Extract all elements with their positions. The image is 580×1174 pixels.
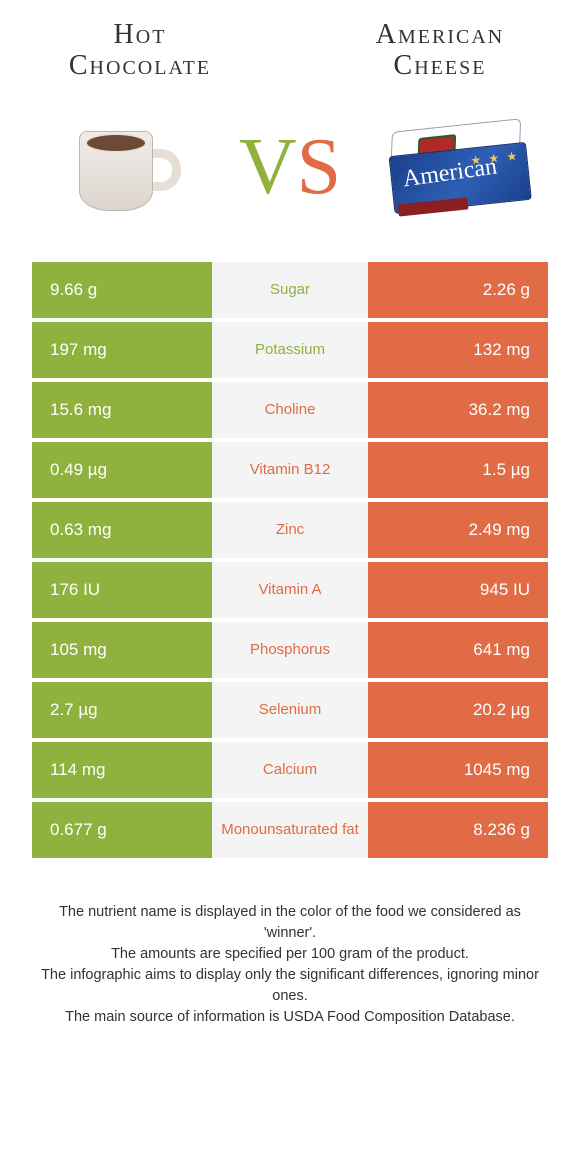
nutrient-label: Vitamin A	[212, 562, 368, 618]
table-row: 0.49 µgVitamin B121.5 µg	[32, 442, 548, 498]
left-value: 0.63 mg	[32, 502, 212, 558]
footer-line-4: The main source of information is USDA F…	[40, 1007, 540, 1028]
footer-line-1: The nutrient name is displayed in the co…	[40, 902, 540, 944]
left-title-line1: Hot	[114, 19, 167, 50]
left-value: 105 mg	[32, 622, 212, 678]
left-value: 197 mg	[32, 322, 212, 378]
table-row: 15.6 mgCholine36.2 mg	[32, 382, 548, 438]
footer-line-3: The infographic aims to display only the…	[40, 965, 540, 1007]
footer-line-2: The amounts are specified per 100 gram o…	[40, 944, 540, 965]
table-row: 176 IUVitamin A945 IU	[32, 562, 548, 618]
right-value: 132 mg	[368, 322, 548, 378]
right-value: 1.5 µg	[368, 442, 548, 498]
hot-chocolate-mug-icon	[71, 119, 171, 214]
nutrient-label: Phosphorus	[212, 622, 368, 678]
header-row: Hot Chocolate American Cheese	[0, 0, 580, 92]
left-value: 0.49 µg	[32, 442, 212, 498]
right-title-line1: American	[376, 19, 504, 50]
right-value: 1045 mg	[368, 742, 548, 798]
nutrient-label: Choline	[212, 382, 368, 438]
right-food-image: American ★ ★ ★	[384, 102, 534, 232]
table-row: 105 mgPhosphorus641 mg	[32, 622, 548, 678]
table-row: 197 mgPotassium132 mg	[32, 322, 548, 378]
left-title-line2: Chocolate	[69, 50, 211, 81]
left-title: Hot Chocolate	[40, 20, 240, 82]
nutrient-label: Selenium	[212, 682, 368, 738]
right-value: 20.2 µg	[368, 682, 548, 738]
right-value: 945 IU	[368, 562, 548, 618]
table-row: 114 mgCalcium1045 mg	[32, 742, 548, 798]
nutrient-label: Monounsaturated fat	[212, 802, 368, 858]
american-cheese-package-icon: American ★ ★ ★	[379, 112, 538, 222]
right-value: 36.2 mg	[368, 382, 548, 438]
vs-v: V	[239, 127, 297, 207]
vs-s: S	[297, 127, 342, 207]
left-food-image	[46, 102, 196, 232]
nutrient-label: Sugar	[212, 262, 368, 318]
nutrient-table: 9.66 gSugar2.26 g197 mgPotassium132 mg15…	[0, 262, 580, 858]
nutrient-label: Vitamin B12	[212, 442, 368, 498]
left-value: 15.6 mg	[32, 382, 212, 438]
right-value: 641 mg	[368, 622, 548, 678]
left-value: 2.7 µg	[32, 682, 212, 738]
nutrient-label: Zinc	[212, 502, 368, 558]
vs-label: VS	[239, 127, 341, 207]
left-value: 9.66 g	[32, 262, 212, 318]
table-row: 2.7 µgSelenium20.2 µg	[32, 682, 548, 738]
left-value: 114 mg	[32, 742, 212, 798]
nutrient-label: Potassium	[212, 322, 368, 378]
footer-notes: The nutrient name is displayed in the co…	[0, 862, 580, 1028]
images-row: VS American ★ ★ ★	[0, 92, 580, 262]
right-value: 8.236 g	[368, 802, 548, 858]
right-value: 2.49 mg	[368, 502, 548, 558]
left-value: 0.677 g	[32, 802, 212, 858]
table-row: 0.63 mgZinc2.49 mg	[32, 502, 548, 558]
nutrient-label: Calcium	[212, 742, 368, 798]
table-row: 0.677 gMonounsaturated fat8.236 g	[32, 802, 548, 858]
table-row: 9.66 gSugar2.26 g	[32, 262, 548, 318]
right-value: 2.26 g	[368, 262, 548, 318]
right-title: American Cheese	[340, 20, 540, 82]
right-title-line2: Cheese	[394, 50, 487, 81]
left-value: 176 IU	[32, 562, 212, 618]
